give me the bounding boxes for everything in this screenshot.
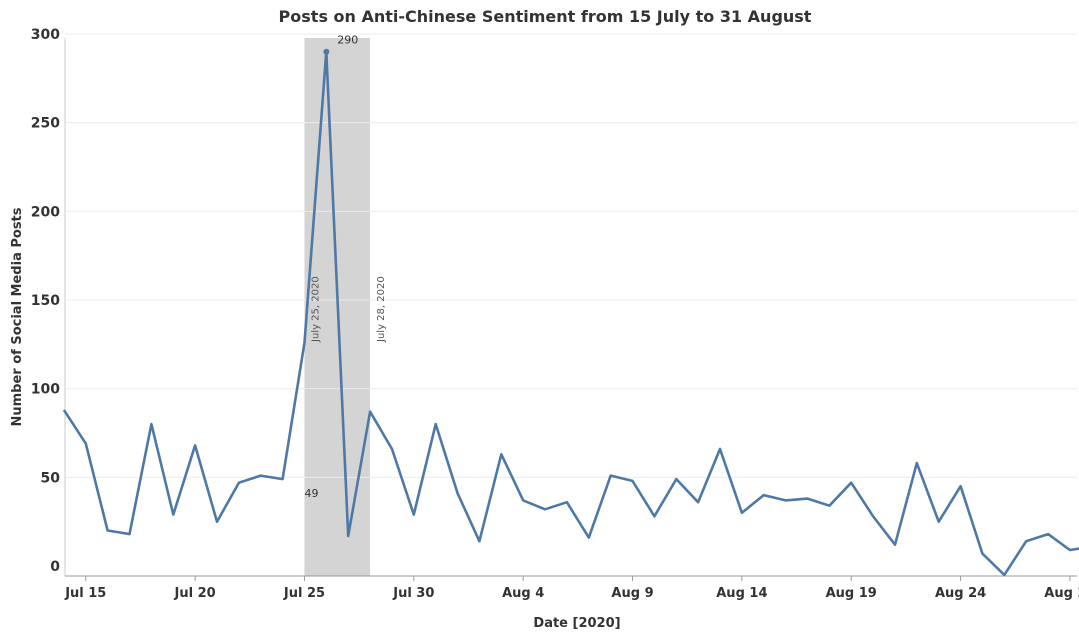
x-tick-label: Aug 19	[826, 586, 877, 601]
highlight-start-label: July 25, 2020	[310, 276, 321, 343]
y-tick-label: 50	[41, 470, 61, 486]
annotation-peak: 290	[337, 34, 358, 47]
x-tick-label: Jul 20	[174, 586, 216, 601]
y-tick-labels: 0 50 100 150 200 250 300	[31, 27, 60, 575]
gridlines	[65, 33, 1077, 478]
y-tick-label: 150	[31, 293, 60, 309]
highlight-end-label: July 28, 2020	[376, 276, 387, 343]
y-tick-label: 300	[31, 27, 60, 43]
annotation-value: 49	[304, 487, 318, 500]
x-tick-label: Aug 4	[502, 586, 544, 601]
x-tick-label: Jul 30	[392, 586, 434, 601]
y-tick-label: 250	[31, 116, 60, 132]
y-tick-label: 200	[31, 204, 60, 220]
x-tick-labels: Jul 15 Jul 20 Jul 25 Jul 30 Aug 4 Aug 9 Aug 14…	[64, 576, 1079, 601]
y-tick-label: 0	[50, 559, 60, 575]
x-tick-label: Aug 14	[716, 586, 767, 601]
chart-title: Posts on Anti-Chinese Sentiment from 15 …	[279, 7, 812, 26]
x-tick-label: Jul 25	[283, 586, 325, 601]
x-tick-label: Aug 29	[1044, 586, 1079, 601]
peak-marker	[323, 48, 330, 55]
x-tick-label: Aug 24	[935, 586, 986, 601]
x-axis-label: Date [2020]	[533, 616, 620, 631]
y-axis-label: Number of Social Media Posts	[10, 207, 25, 426]
data-annotations: 290 49	[304, 34, 358, 500]
x-tick-label: Jul 15	[64, 586, 106, 601]
y-tick-label: 100	[31, 382, 60, 398]
series-line	[62, 50, 1079, 577]
x-tick-label: Aug 9	[611, 586, 653, 601]
